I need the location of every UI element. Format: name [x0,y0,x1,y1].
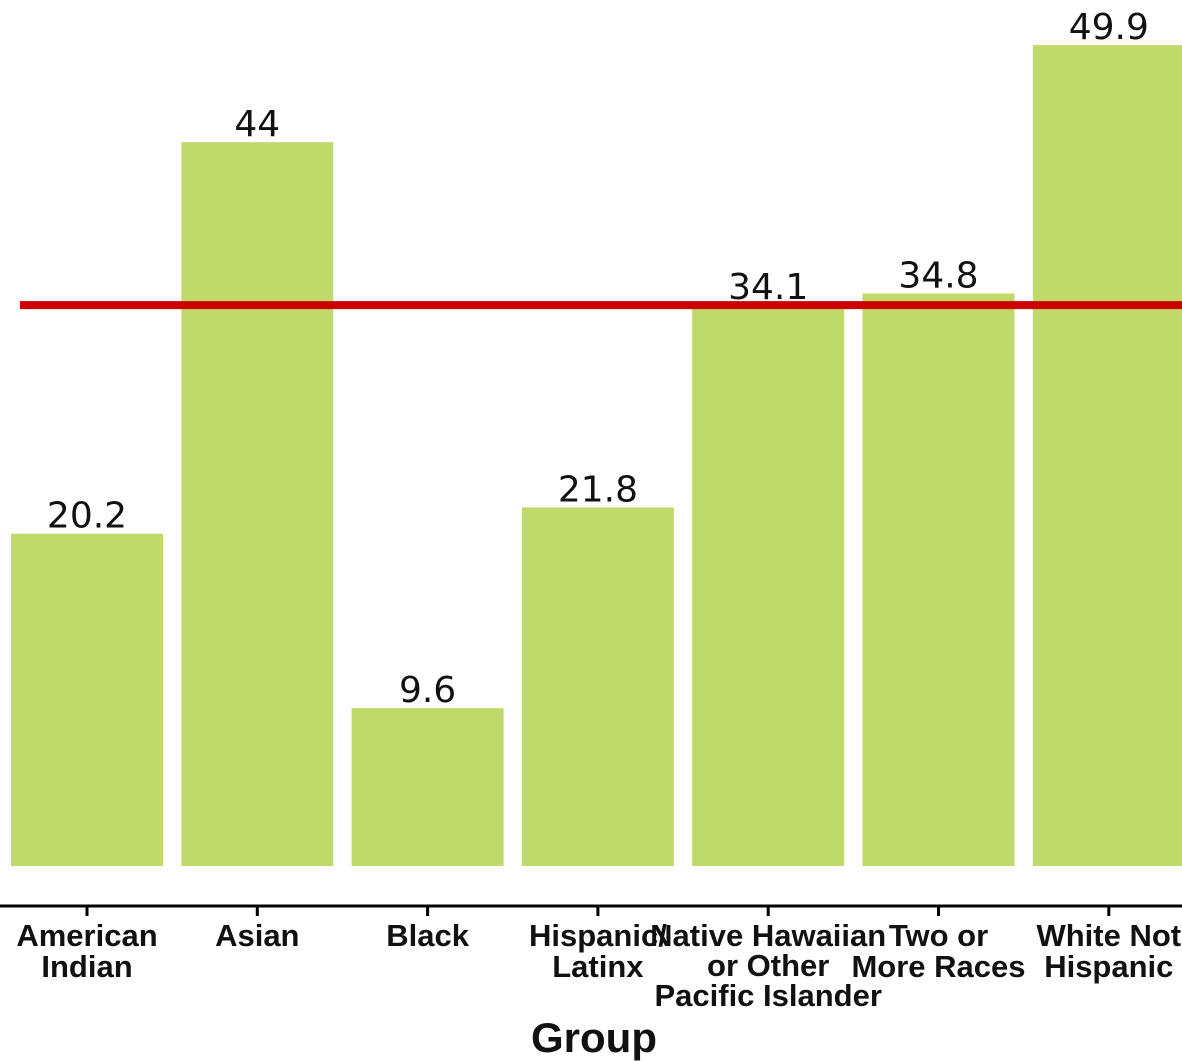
tick-label-line: Hispanic/ [529,918,667,953]
bar [352,708,504,866]
bar-value-label: 34.8 [898,256,978,297]
x-axis-tick-label: Hispanic/Latinx [529,918,667,984]
bar [1033,45,1182,866]
x-axis-tick-label: Black [386,918,469,953]
x-axis-tick-label: American Indian [16,918,157,984]
tick-label-line: Latinx [552,949,644,984]
bar [181,142,333,866]
tick-label-line: Hispanic [1044,949,1173,984]
bar-value-label: 44 [234,104,280,145]
tick-label-line: Asian [215,918,299,953]
tick-label-line: White Not [1036,918,1181,953]
bar [11,534,163,866]
tick-label-line: American [16,918,157,953]
bar-value-label: 49.9 [1069,7,1149,48]
bar [692,305,844,866]
tick-label-line: Indian [41,949,132,984]
bar [522,507,674,866]
bars-group [11,45,1182,866]
tick-label-line: More Races [851,949,1025,984]
tick-label-line: Pacific Islander [654,978,881,1013]
x-axis-title: Group [531,1014,657,1061]
bar-value-label: 21.8 [558,469,638,510]
tick-label-line: Black [386,918,469,953]
x-axis-tick-label: White Not Hispanic [1036,918,1181,984]
x-axis-tick-label: Asian [215,918,299,953]
bar [863,294,1015,867]
bar-value-label: 20.2 [47,496,127,537]
bar-value-label: 9.6 [399,670,456,711]
tick-label-line: Two or [889,918,988,953]
